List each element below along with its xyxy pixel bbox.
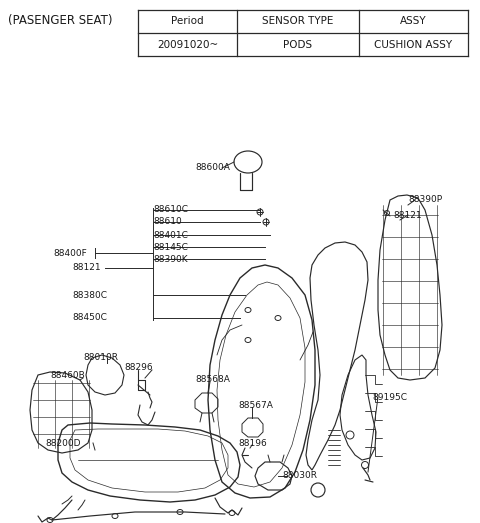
Text: 88460B: 88460B	[50, 370, 85, 380]
Text: CUSHION ASSY: CUSHION ASSY	[374, 40, 453, 50]
Text: 88400F: 88400F	[53, 248, 87, 257]
Text: 20091020~: 20091020~	[157, 40, 218, 50]
Text: 88610: 88610	[153, 218, 182, 226]
Text: 88145C: 88145C	[153, 243, 188, 252]
Text: PODS: PODS	[284, 40, 312, 50]
Text: 88401C: 88401C	[153, 231, 188, 240]
Text: 88196: 88196	[238, 438, 267, 448]
Text: 88390P: 88390P	[408, 196, 442, 204]
Text: (PASENGER SEAT): (PASENGER SEAT)	[8, 14, 112, 27]
Text: 88567A: 88567A	[238, 401, 273, 410]
Text: 88121: 88121	[72, 264, 101, 272]
Text: 88010R: 88010R	[83, 354, 118, 362]
Text: ASSY: ASSY	[400, 17, 427, 27]
Text: 88390K: 88390K	[153, 255, 188, 264]
Text: 88450C: 88450C	[72, 313, 107, 323]
Text: 88121: 88121	[393, 210, 421, 220]
Text: 88610C: 88610C	[153, 206, 188, 214]
Text: 89195C: 89195C	[372, 392, 407, 402]
Text: Period: Period	[171, 17, 204, 27]
Text: 88380C: 88380C	[72, 290, 107, 300]
Text: 88600A: 88600A	[195, 164, 230, 173]
Text: 88568A: 88568A	[195, 376, 230, 384]
Text: 88200D: 88200D	[45, 438, 81, 448]
Text: 88296: 88296	[124, 362, 153, 371]
Text: 88030R: 88030R	[282, 472, 317, 481]
Text: SENSOR TYPE: SENSOR TYPE	[263, 17, 334, 27]
